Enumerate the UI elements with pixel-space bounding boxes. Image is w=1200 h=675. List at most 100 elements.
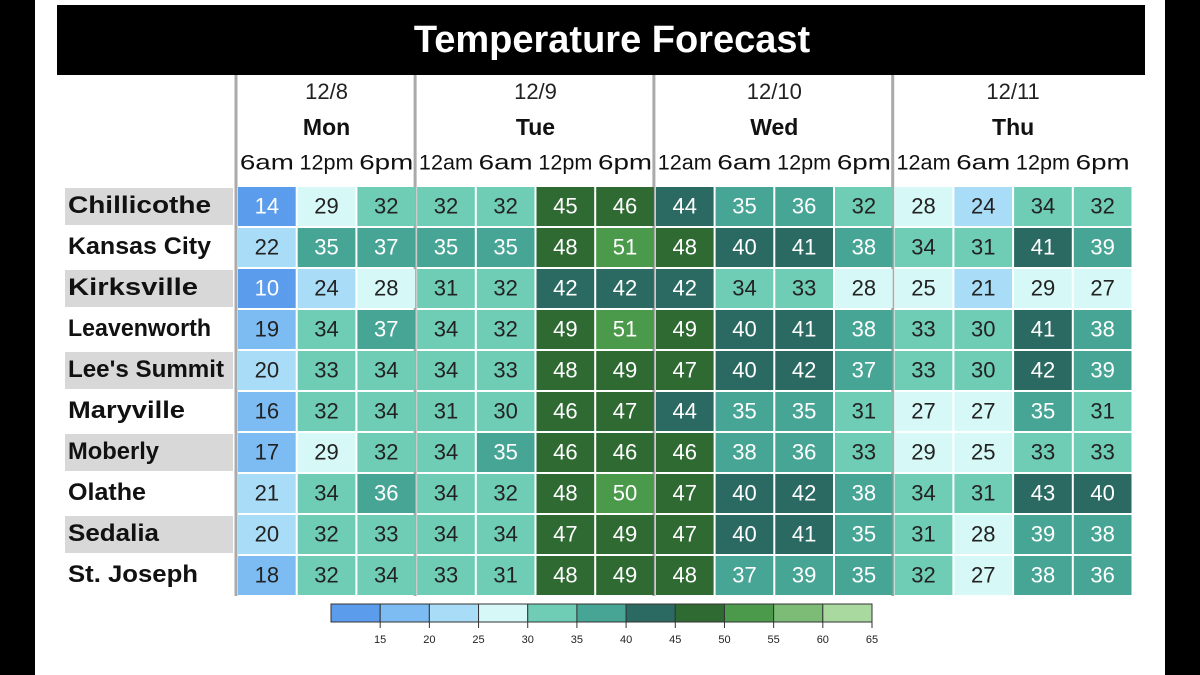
cell-value: 38 <box>1090 521 1114 546</box>
cell-value: 27 <box>971 562 995 587</box>
heat-cell <box>655 310 714 349</box>
heat-cell <box>238 556 296 595</box>
cell-value: 35 <box>792 398 816 423</box>
cell-value: 48 <box>553 357 577 382</box>
heat-cell <box>476 433 535 472</box>
heat-cell <box>536 269 595 308</box>
cell-value: 51 <box>613 316 637 341</box>
heat-cell <box>954 392 1013 431</box>
cell-value: 39 <box>1090 357 1114 382</box>
time-label: 6pm <box>1076 152 1130 175</box>
heat-cell <box>835 474 893 513</box>
cell-value: 27 <box>911 398 935 423</box>
heat-cell <box>715 228 774 267</box>
cell-value: 34 <box>1031 193 1055 218</box>
heat-cell <box>476 310 535 349</box>
cell-value: 21 <box>255 480 279 505</box>
heat-cell <box>297 351 356 390</box>
heat-cell <box>954 187 1013 226</box>
cell-value: 42 <box>792 357 816 382</box>
cell-value: 16 <box>255 398 279 423</box>
cell-value: 31 <box>852 398 876 423</box>
cell-value: 28 <box>374 275 398 300</box>
heat-cell <box>775 433 833 472</box>
heat-cell <box>238 269 296 308</box>
cell-value: 48 <box>673 562 697 587</box>
heat-cell <box>1014 228 1072 267</box>
cell-value: 36 <box>374 480 398 505</box>
heat-cell <box>297 228 356 267</box>
heat-cell <box>1014 556 1072 595</box>
cell-value: 30 <box>971 316 995 341</box>
cell-value: 44 <box>673 193 697 218</box>
heat-cell <box>357 515 416 554</box>
cell-value: 37 <box>374 316 398 341</box>
heat-cell <box>357 433 416 472</box>
date-label: 12/8 <box>305 79 348 104</box>
cell-value: 20 <box>255 357 279 382</box>
cell-value: 34 <box>434 439 458 464</box>
heat-cell <box>775 187 833 226</box>
row-label-bg <box>65 270 233 307</box>
heat-cell <box>536 515 595 554</box>
cell-value: 34 <box>911 480 935 505</box>
heat-cell <box>596 433 654 472</box>
colorbar-tick-label: 50 <box>718 634 730 646</box>
cell-value: 24 <box>971 193 995 218</box>
cell-value: 49 <box>613 357 637 382</box>
cell-value: 49 <box>613 562 637 587</box>
heat-cell <box>596 187 654 226</box>
row-label: Kansas City <box>68 233 212 260</box>
heat-cell <box>1073 187 1132 226</box>
heat-cell <box>715 433 774 472</box>
time-label: 6am <box>240 152 294 175</box>
cell-value: 42 <box>673 275 697 300</box>
cell-value: 41 <box>1031 234 1055 259</box>
cell-value: 40 <box>1090 480 1114 505</box>
date-label: 12/9 <box>514 79 557 104</box>
cell-value: 33 <box>1090 439 1114 464</box>
side-bar <box>0 0 35 675</box>
heat-cell <box>357 392 416 431</box>
cell-value: 49 <box>673 316 697 341</box>
cell-value: 40 <box>732 480 756 505</box>
time-label: 6pm <box>359 152 413 175</box>
heat-cell <box>894 228 953 267</box>
cell-value: 34 <box>374 562 398 587</box>
heat-cell <box>715 392 774 431</box>
heat-cell <box>835 556 893 595</box>
cell-value: 34 <box>314 316 338 341</box>
colorbar-tick-label: 65 <box>866 634 878 646</box>
cell-value: 37 <box>732 562 756 587</box>
cell-value: 43 <box>1031 480 1055 505</box>
cell-value: 31 <box>434 275 458 300</box>
cell-value: 19 <box>255 316 279 341</box>
date-label: 12/11 <box>986 79 1039 104</box>
cell-value: 32 <box>493 275 517 300</box>
cell-value: 49 <box>613 521 637 546</box>
heat-cell <box>954 228 1013 267</box>
heat-cell <box>894 392 953 431</box>
cell-value: 31 <box>493 562 517 587</box>
heat-cell <box>417 392 475 431</box>
heat-cell <box>238 433 296 472</box>
day-label: Tue <box>516 114 555 140</box>
heat-cell <box>596 351 654 390</box>
cell-value: 40 <box>732 357 756 382</box>
heat-cell <box>894 556 953 595</box>
time-label: 6pm <box>598 152 652 175</box>
cell-value: 44 <box>673 398 697 423</box>
cell-value: 38 <box>1090 316 1114 341</box>
row-label-bg <box>65 434 233 471</box>
cell-value: 51 <box>613 234 637 259</box>
cell-value: 49 <box>553 316 577 341</box>
row-label-bg <box>65 516 233 553</box>
heat-cell <box>954 269 1013 308</box>
heat-cell <box>894 187 953 226</box>
row-label: Sedalia <box>68 520 160 547</box>
cell-value: 41 <box>792 521 816 546</box>
heat-cell <box>655 392 714 431</box>
cell-value: 46 <box>613 439 637 464</box>
cell-value: 34 <box>374 398 398 423</box>
